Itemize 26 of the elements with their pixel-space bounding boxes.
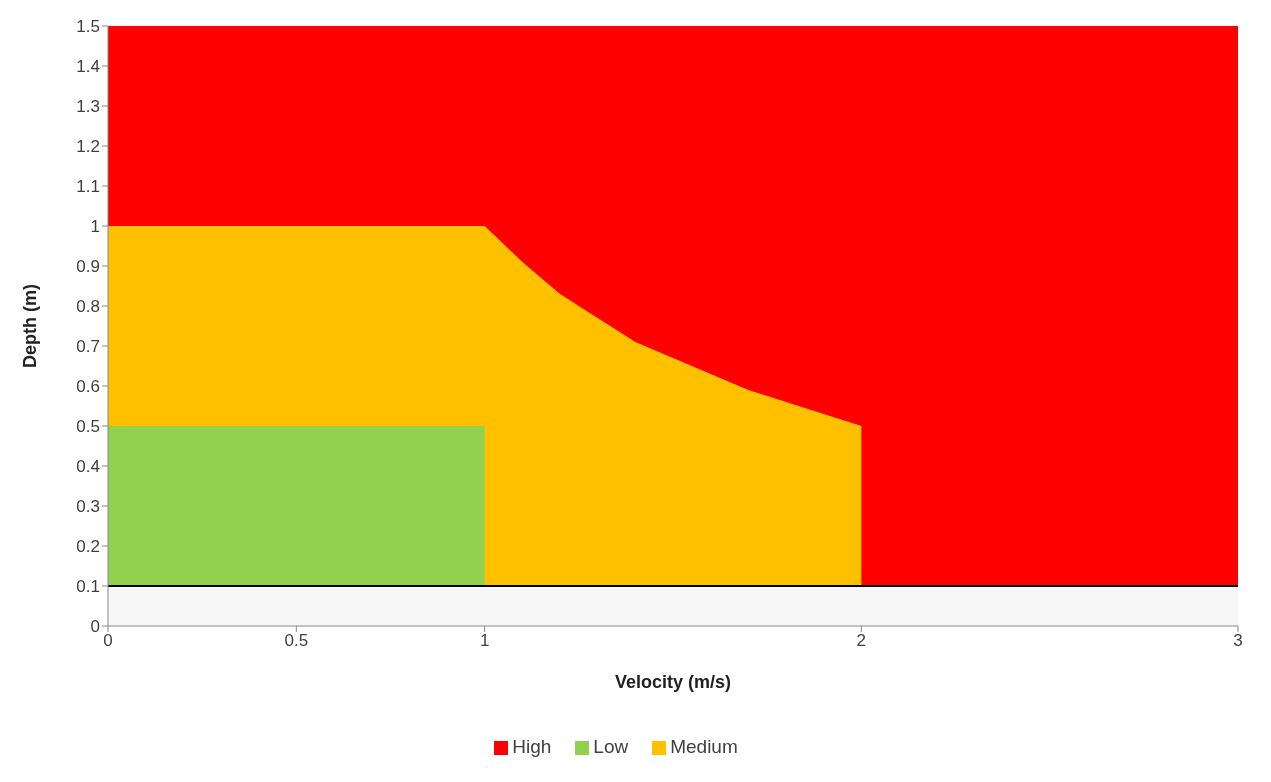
x-tick-label: 3 [1233,631,1243,651]
x-tick-label: 0 [103,631,113,651]
y-tick-label: 0.6 [76,377,100,397]
legend-label: Medium [670,736,738,757]
y-axis-title: Depth (m) [20,284,41,368]
x-tick-label: 1 [479,631,490,651]
y-tick-label: 0.3 [76,497,100,517]
x-tick-label: 2 [856,631,867,651]
y-tick-label: 0 [90,617,100,637]
y-tick-label: 1.4 [76,57,100,77]
y-tick-label: 1.5 [76,17,100,37]
y-tick-label: 0.1 [76,577,100,597]
y-tick-label: 1.1 [76,177,100,197]
legend-label: High [512,736,552,757]
y-tick-label: 1.3 [76,97,100,117]
y-tick-label: 0.7 [76,337,100,357]
y-tick-label: 0.8 [76,297,100,317]
y-tick-label: 0.4 [76,457,100,477]
legend-label: Low [593,736,629,757]
y-tick-label: 0.2 [76,537,100,557]
y-tick-label: 0.9 [76,257,100,277]
x-tick-label: 0.5 [284,631,309,651]
y-tick-label: 0.5 [76,417,100,437]
x-axis-title: Velocity (m/s) [614,672,732,692]
y-tick-label: 1.2 [76,137,100,157]
y-tick-label: 1 [90,217,100,237]
